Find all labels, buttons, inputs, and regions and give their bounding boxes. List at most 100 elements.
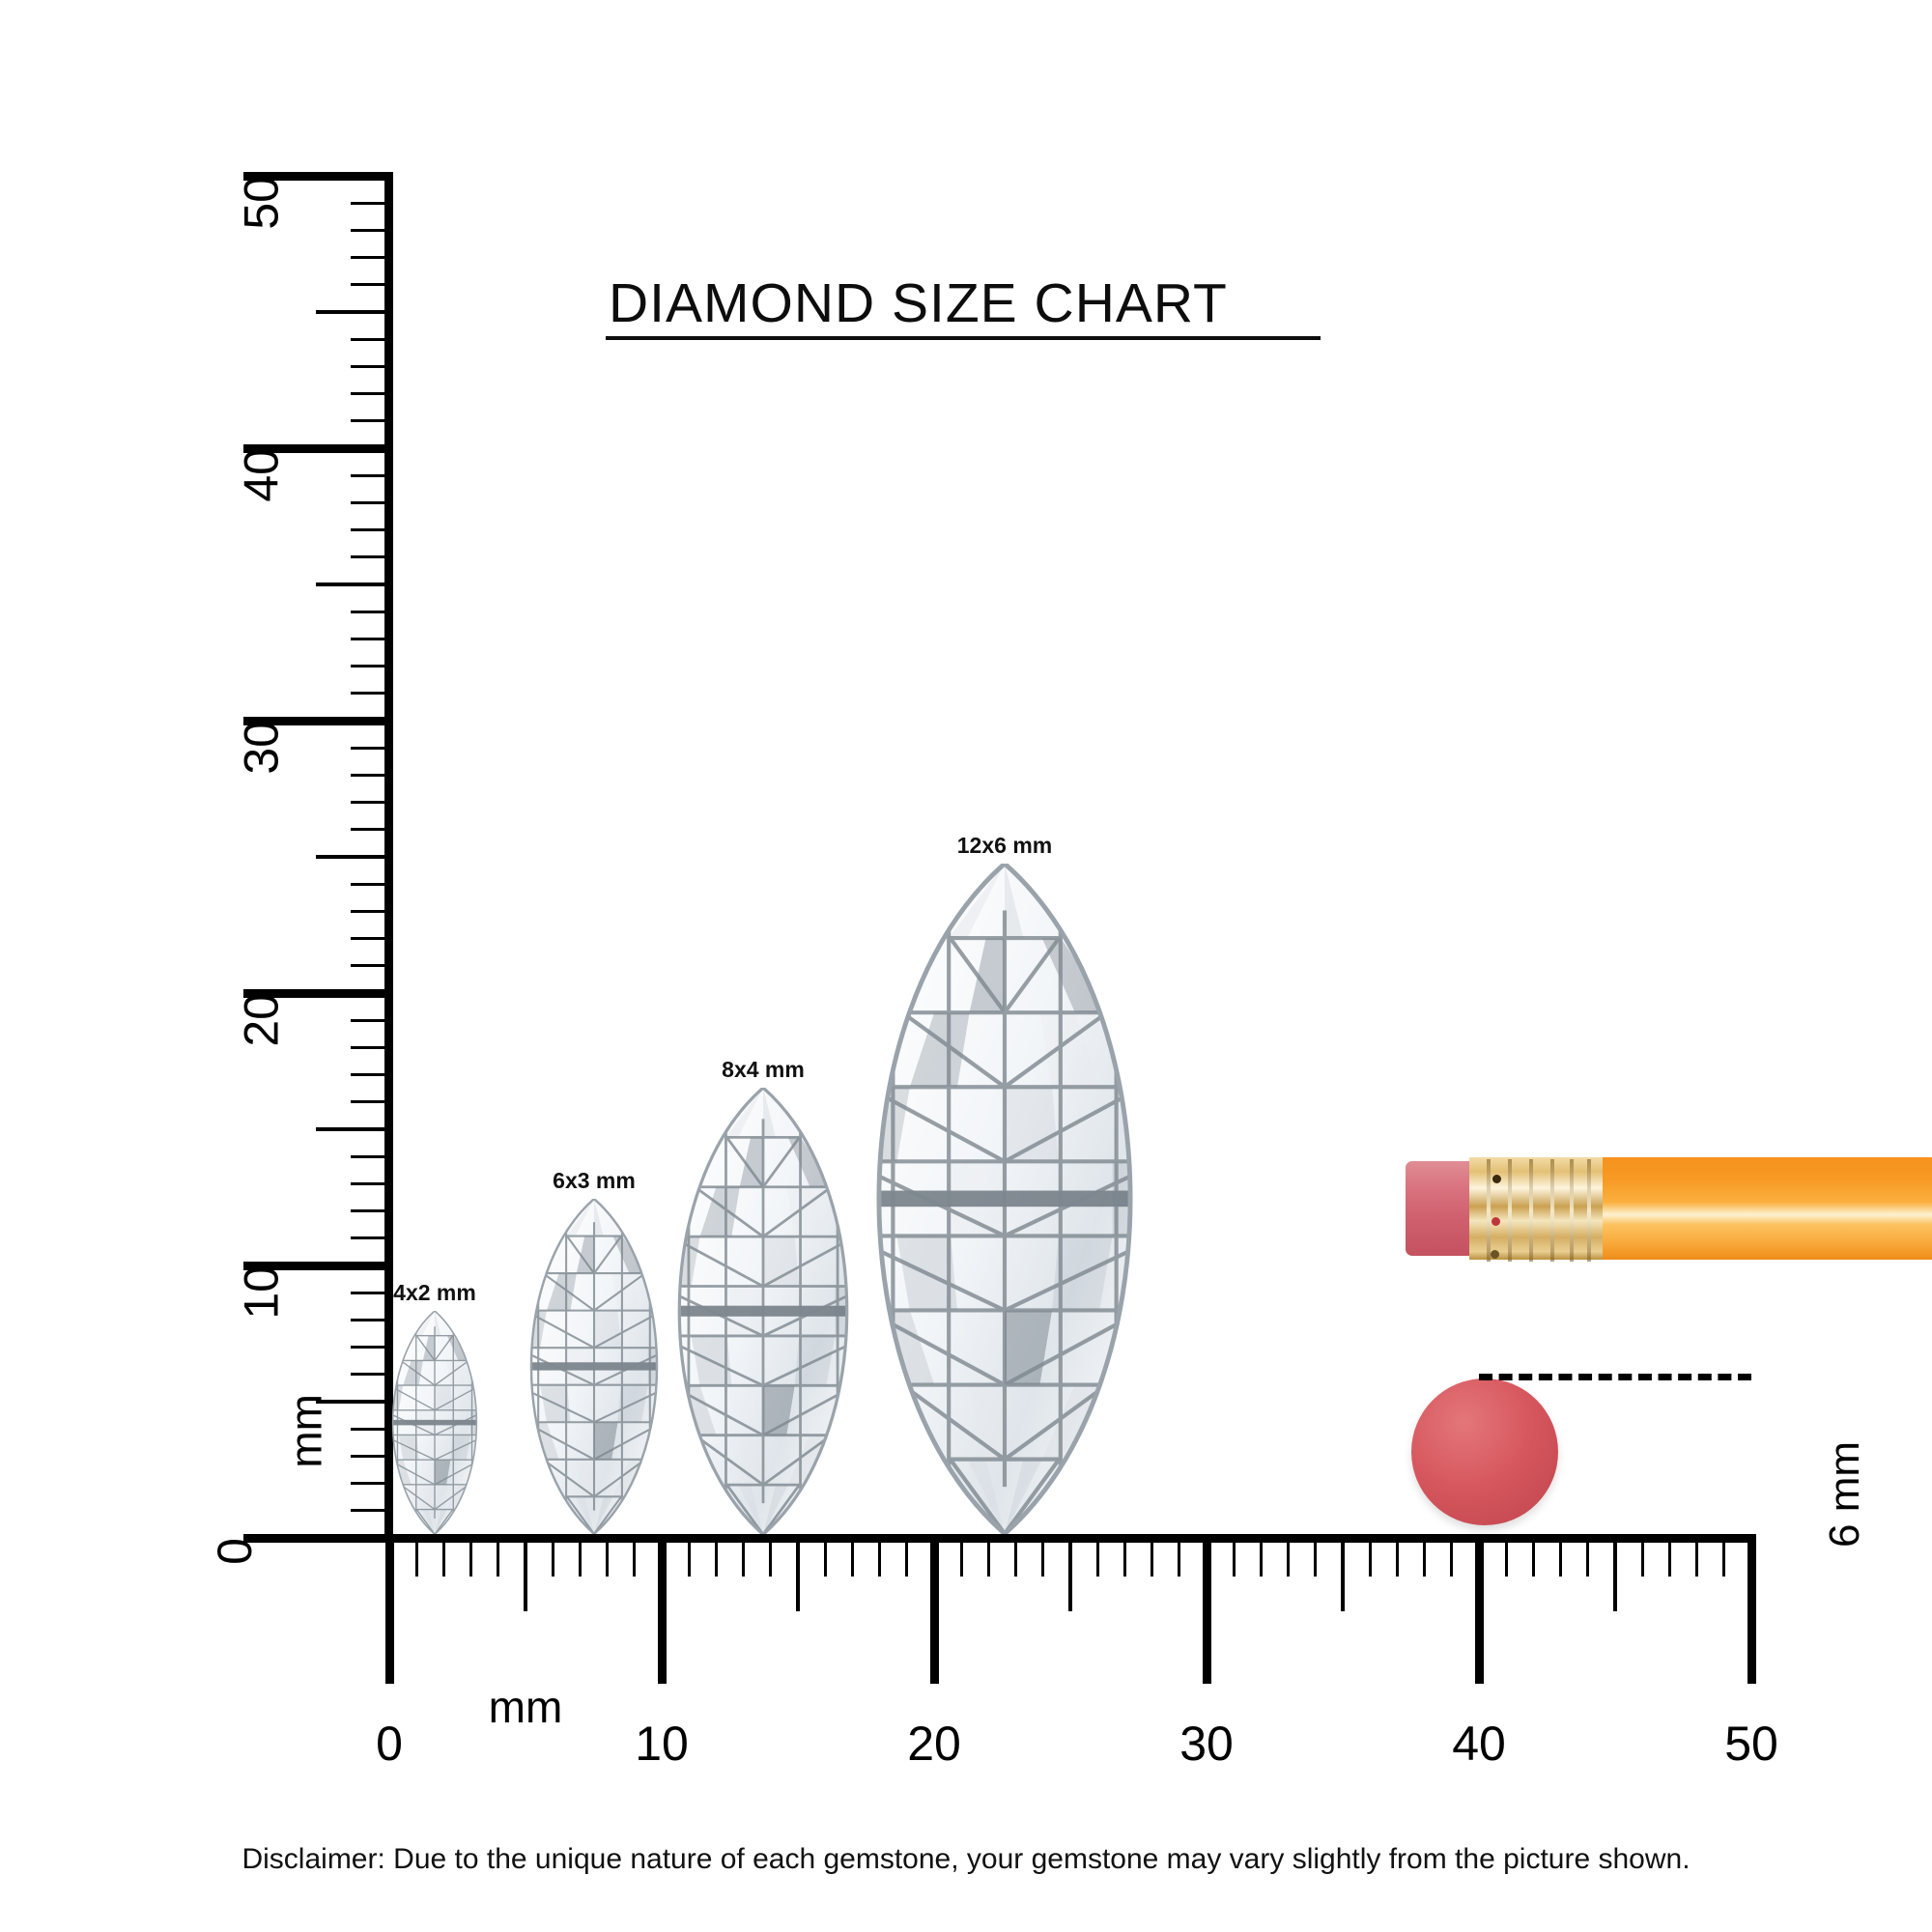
vertical-tick-31 xyxy=(351,692,393,696)
horizontal-tick-10 xyxy=(657,1534,667,1684)
vertical-tick-48 xyxy=(351,228,393,232)
vertical-tick-49 xyxy=(351,201,393,205)
vertical-tick-39 xyxy=(351,473,393,477)
horizontal-tick-25 xyxy=(1068,1534,1072,1611)
pencil-reference xyxy=(1406,1155,1932,1262)
vertical-tick-28 xyxy=(351,773,393,777)
vertical-tick-11 xyxy=(351,1236,393,1240)
vertical-tick-8 xyxy=(351,1318,393,1321)
vertical-tick-7 xyxy=(351,1346,393,1350)
vertical-tick-6 xyxy=(351,1373,393,1377)
horizontal-label-40: 40 xyxy=(1452,1717,1506,1771)
horizontal-tick-12 xyxy=(714,1534,718,1577)
horizontal-tick-3 xyxy=(469,1534,473,1577)
horizontal-tick-39 xyxy=(1450,1534,1454,1577)
horizontal-tick-40 xyxy=(1474,1534,1484,1684)
vertical-label-0: 0 xyxy=(207,1538,262,1565)
vertical-tick-36 xyxy=(351,555,393,559)
vertical-ruler-spine xyxy=(384,177,393,1543)
gem-label-6x3-mm: 6x3 mm xyxy=(553,1168,636,1194)
vertical-tick-47 xyxy=(351,256,393,260)
vertical-tick-29 xyxy=(351,746,393,750)
vertical-tick-33 xyxy=(351,637,393,640)
vertical-tick-43 xyxy=(351,364,393,368)
vertical-tick-17 xyxy=(351,1073,393,1077)
horizontal-label-10: 10 xyxy=(635,1717,689,1771)
horizontal-label-30: 30 xyxy=(1179,1717,1234,1771)
vertical-tick-32 xyxy=(351,665,393,668)
horizontal-tick-38 xyxy=(1423,1534,1427,1577)
horizontal-tick-45 xyxy=(1613,1534,1617,1611)
horizontal-tick-8 xyxy=(606,1534,610,1577)
horizontal-tick-43 xyxy=(1559,1534,1563,1577)
vertical-tick-20 xyxy=(243,988,393,998)
vertical-tick-27 xyxy=(351,801,393,805)
horizontal-tick-44 xyxy=(1586,1534,1590,1577)
horizontal-tick-14 xyxy=(769,1534,773,1577)
vertical-label-30: 30 xyxy=(234,721,289,775)
vertical-tick-10 xyxy=(243,1261,393,1270)
horizontal-label-0: 0 xyxy=(376,1717,403,1771)
disclaimer-text: Disclaimer: Due to the unique nature of … xyxy=(242,1843,1690,1875)
horizontal-tick-33 xyxy=(1287,1534,1291,1577)
horizontal-tick-20 xyxy=(929,1534,939,1684)
vertical-tick-4 xyxy=(351,1427,393,1431)
vertical-tick-45 xyxy=(316,310,393,314)
vertical-tick-38 xyxy=(351,500,393,504)
horizontal-tick-24 xyxy=(1041,1534,1045,1577)
horizontal-label-50: 50 xyxy=(1724,1717,1778,1771)
horizontal-tick-21 xyxy=(959,1534,963,1577)
horizontal-tick-34 xyxy=(1314,1534,1318,1577)
pencil-eraser-tip xyxy=(1406,1161,1475,1256)
horizontal-tick-47 xyxy=(1667,1534,1671,1577)
vertical-tick-37 xyxy=(351,528,393,532)
horizontal-tick-31 xyxy=(1232,1534,1236,1577)
horizontal-tick-26 xyxy=(1095,1534,1099,1577)
horizontal-tick-48 xyxy=(1695,1534,1699,1577)
vertical-tick-42 xyxy=(351,392,393,396)
horizontal-tick-22 xyxy=(986,1534,990,1577)
vertical-tick-19 xyxy=(351,1018,393,1022)
vertical-tick-0 xyxy=(243,1533,393,1543)
vertical-tick-5 xyxy=(316,1400,393,1404)
vertical-tick-46 xyxy=(351,283,393,287)
vertical-label-20: 20 xyxy=(234,993,289,1047)
horizontal-tick-19 xyxy=(905,1534,909,1577)
vertical-tick-25 xyxy=(316,855,393,859)
vertical-label-50: 50 xyxy=(234,176,289,230)
horizontal-tick-17 xyxy=(850,1534,854,1577)
vertical-unit-label: mm xyxy=(280,1394,331,1468)
gem-label-8x4-mm: 8x4 mm xyxy=(722,1056,805,1082)
gem-12x6-mm xyxy=(838,861,1173,1538)
horizontal-tick-11 xyxy=(687,1534,691,1577)
vertical-tick-1 xyxy=(351,1509,393,1513)
vertical-tick-23 xyxy=(351,909,393,913)
horizontal-tick-7 xyxy=(578,1534,582,1577)
horizontal-tick-13 xyxy=(742,1534,746,1577)
vertical-tick-3 xyxy=(351,1454,393,1458)
eraser-size-label: 6 mm xyxy=(1821,1441,1868,1548)
horizontal-tick-46 xyxy=(1640,1534,1644,1577)
vertical-tick-35 xyxy=(316,582,393,586)
horizontal-tick-5 xyxy=(524,1534,527,1611)
vertical-tick-2 xyxy=(351,1482,393,1486)
pencil-body xyxy=(1603,1157,1932,1260)
vertical-tick-34 xyxy=(351,610,393,613)
horizontal-tick-32 xyxy=(1259,1534,1263,1577)
horizontal-tick-4 xyxy=(497,1534,500,1577)
vertical-tick-40 xyxy=(243,443,393,453)
gem-6x3-mm xyxy=(510,1197,677,1536)
horizontal-tick-27 xyxy=(1122,1534,1126,1577)
vertical-tick-12 xyxy=(351,1209,393,1213)
horizontal-tick-28 xyxy=(1151,1534,1154,1577)
horizontal-tick-30 xyxy=(1202,1534,1211,1684)
horizontal-label-20: 20 xyxy=(907,1717,961,1771)
page-title: DIAMOND SIZE CHART xyxy=(609,272,1228,334)
horizontal-tick-49 xyxy=(1722,1534,1726,1577)
vertical-tick-16 xyxy=(351,1100,393,1104)
vertical-tick-13 xyxy=(351,1181,393,1185)
horizontal-tick-37 xyxy=(1395,1534,1399,1577)
vertical-tick-24 xyxy=(351,882,393,886)
vertical-tick-26 xyxy=(351,828,393,832)
